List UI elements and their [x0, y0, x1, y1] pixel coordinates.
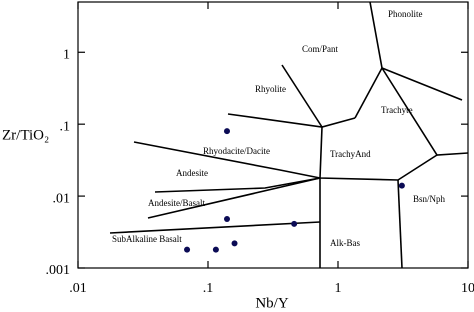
x-tick-label: 1	[335, 281, 342, 296]
boundary	[397, 179, 403, 269]
boundary	[319, 126, 438, 181]
data-point	[223, 216, 230, 223]
field-label: Rhyolite	[255, 84, 286, 94]
field-label: Andesite/Basalt	[148, 198, 205, 208]
boundary	[354, 67, 383, 119]
boundary	[381, 67, 463, 101]
y-tick-label: .001	[46, 263, 71, 278]
field-label: Rhyodacite/Dacite	[203, 146, 270, 156]
x-tick-label: 10	[461, 281, 474, 296]
field-label: SubAlkaline Basalt	[112, 234, 182, 244]
field-label: Trachyte	[381, 105, 413, 115]
boundary	[154, 177, 321, 193]
x-axis-label: Nb/Y	[255, 295, 289, 311]
data-point	[184, 246, 191, 253]
field-label: Bsn/Nph	[413, 194, 446, 204]
field-label: Andesite	[176, 168, 208, 178]
plot-frame	[77, 1, 469, 269]
boundary	[369, 1, 469, 156]
data-point	[212, 246, 219, 253]
y-tick-label: 1	[63, 47, 70, 62]
data-point	[223, 128, 230, 135]
data-point	[291, 220, 298, 227]
y-tick-label: .1	[60, 119, 71, 134]
field-boundaries	[109, 1, 469, 269]
y-axis-label: Zr/TiO₂	[2, 127, 49, 143]
data-point	[231, 240, 238, 247]
field-label: Alk-Bas	[330, 238, 360, 248]
data-point	[398, 182, 405, 189]
x-tick-label: .01	[69, 281, 87, 296]
boundary	[133, 141, 321, 179]
field-label: TrachyAnd	[330, 149, 371, 159]
y-tick-label: .01	[53, 191, 71, 206]
boundary	[281, 64, 323, 128]
field-label: Com/Pant	[302, 44, 339, 54]
boundary	[109, 221, 321, 234]
x-tick-label: .1	[203, 281, 214, 296]
field-label: Phonolite	[388, 9, 423, 19]
boundary	[227, 113, 356, 128]
boundary	[147, 177, 321, 219]
